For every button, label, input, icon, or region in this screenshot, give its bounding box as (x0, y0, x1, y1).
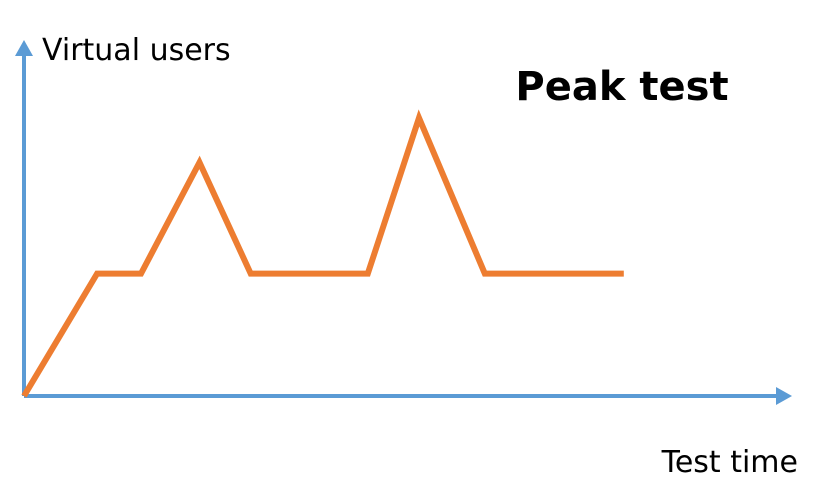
x-axis-arrowhead (776, 387, 792, 405)
chart-title: Peak test (515, 64, 728, 110)
x-axis-label: Test time (661, 445, 798, 480)
y-axis-label: Virtual users (42, 33, 231, 68)
y-axis-arrowhead (15, 40, 33, 56)
series-line (24, 118, 624, 396)
